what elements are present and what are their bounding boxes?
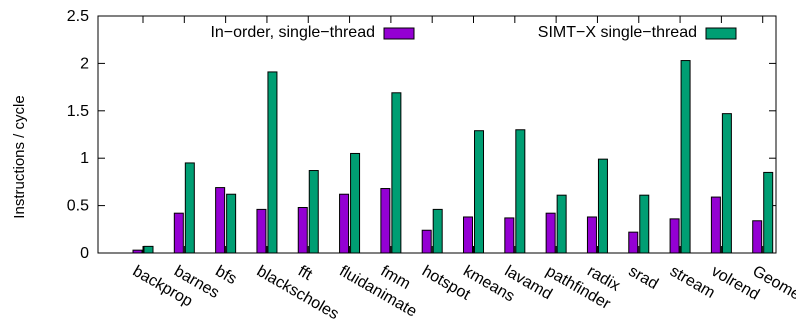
legend-swatch-in-order: [383, 27, 415, 40]
bar-simt-x: [308, 170, 319, 254]
bar-simt-x: [680, 60, 691, 254]
legend-swatch-simt-x: [705, 27, 737, 40]
bar-simt-x: [350, 152, 361, 254]
y-tick-label: 2.5: [67, 8, 89, 25]
y-axis-label: Instructions / cycle: [11, 95, 28, 218]
bar-simt-x: [391, 92, 402, 254]
y-tick-label: 2: [80, 55, 89, 72]
bar-simt-x: [721, 113, 732, 254]
bar-simt-x: [597, 158, 608, 254]
x-tick-label: fft: [295, 263, 315, 285]
bar-in-order: [463, 216, 474, 254]
bar-simt-x: [474, 130, 485, 254]
bar-simt-x: [556, 194, 567, 254]
bar-simt-x: [515, 129, 526, 254]
bar-simt-x: [432, 208, 443, 254]
bar-in-order: [628, 231, 639, 254]
bar-simt-x: [267, 71, 278, 254]
bar-simt-x: [639, 194, 650, 254]
y-tick-label: 1: [80, 150, 89, 167]
y-tick-label: 0.5: [67, 198, 89, 215]
x-tick-label: fluidanimate: [336, 263, 419, 321]
bar-in-order: [132, 249, 143, 254]
legend-label-simt-x: SIMT−X single−thread: [538, 24, 697, 41]
bar-in-order: [586, 216, 597, 254]
bar-in-order: [710, 196, 721, 254]
bar-in-order: [380, 188, 391, 254]
bar-in-order: [215, 187, 226, 254]
bar-in-order: [256, 208, 267, 254]
bar-simt-x: [143, 245, 154, 254]
bar-in-order: [339, 193, 350, 254]
bar-in-order: [297, 206, 308, 254]
y-tick-label: 0: [80, 245, 89, 262]
bar-in-order: [504, 217, 515, 254]
legend: In−order, single−thread SIMT−X single−th…: [210, 24, 737, 41]
bar-simt-x: [763, 171, 774, 254]
x-tick-label: srad: [626, 263, 661, 293]
y-tick-label: 1.5: [67, 103, 89, 120]
bar-in-order: [421, 229, 432, 254]
bar-in-order: [545, 212, 556, 254]
bar-simt-x: [226, 193, 237, 254]
legend-label-in-order: In−order, single−thread: [210, 24, 375, 41]
x-tick-label: stream: [667, 263, 718, 302]
bar-in-order: [669, 218, 680, 254]
bar-in-order: [173, 212, 184, 254]
bar-simt-x: [184, 162, 195, 254]
bar-in-order: [752, 220, 763, 254]
